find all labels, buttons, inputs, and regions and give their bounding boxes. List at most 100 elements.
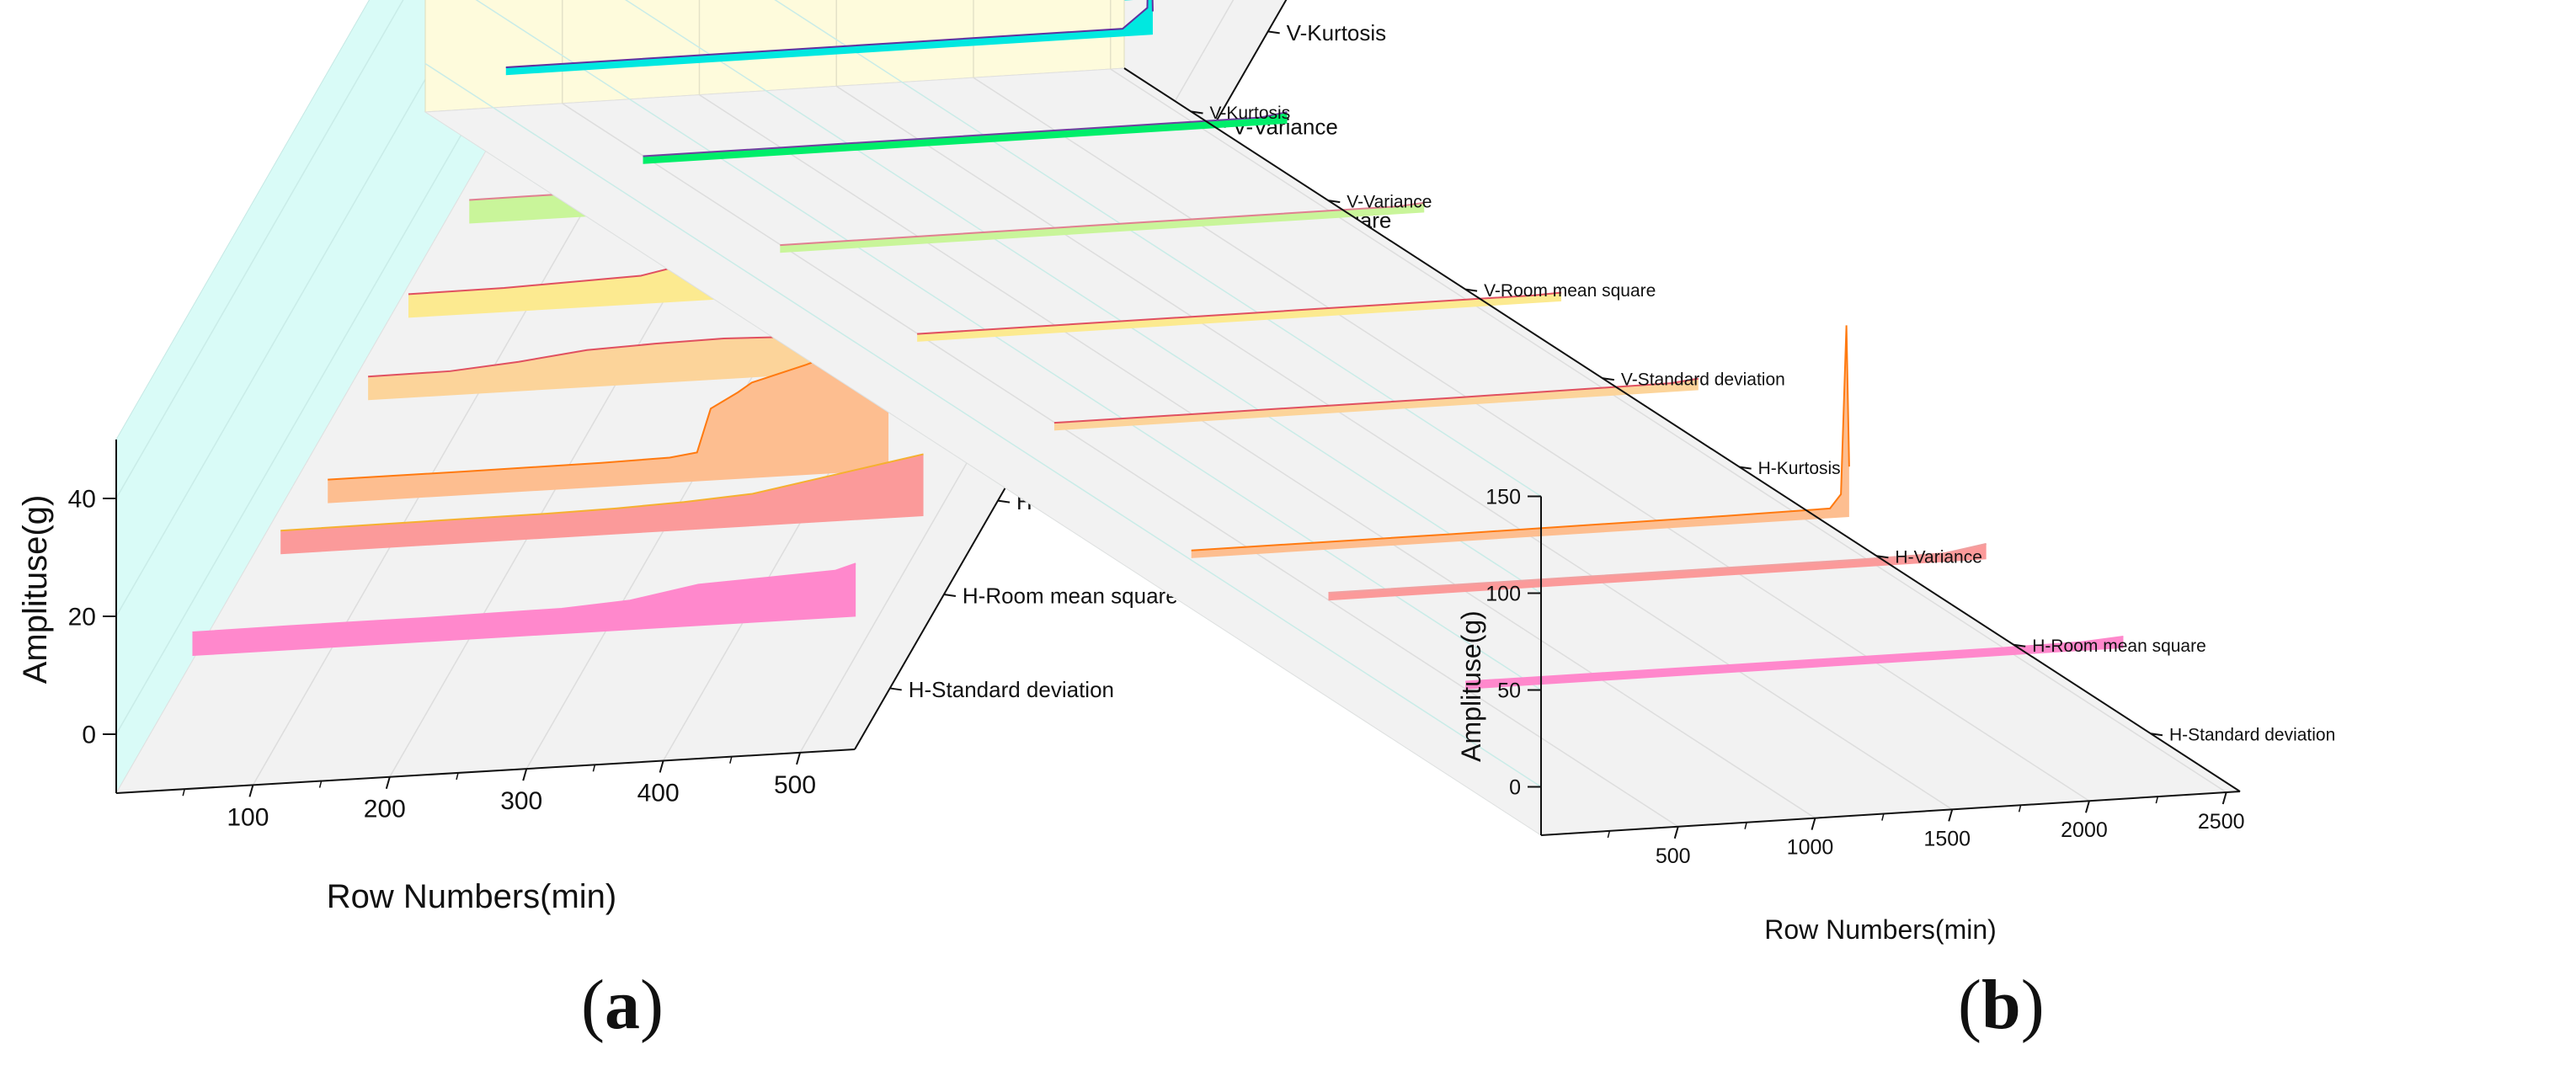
x-minor-tick [1881,813,1885,821]
series-v-variance [643,111,1288,164]
line-v-kurtosis [505,0,1154,69]
panel-label-a: (a) [581,966,664,1044]
depth-tick [2013,643,2026,647]
wall-gridline [115,0,404,499]
area-h-variance [328,271,889,504]
depth-tick [1876,555,1889,559]
depth-tick-label: V-Variance [1347,192,1432,211]
line-v-standard-deviation [917,291,1562,335]
depth-tick [1464,288,1478,292]
x-tick [1948,809,1954,822]
series-h-kurtosis [1053,377,1699,431]
x-minor-tick [1744,822,1747,829]
x-minor-tick [2018,805,2022,813]
x-tick [522,768,528,781]
depth-tick-label: V-Kurtosis [1287,20,1387,45]
depth-tick [943,594,957,597]
area-h-room-mean-square [280,454,924,555]
x-minor-tick [2155,796,2159,804]
floor-gridline [1110,68,2227,793]
x-tick [796,752,801,765]
area-h-standard-deviation [1465,637,2124,690]
x-tick [1811,818,1816,830]
depth-tick-label: V-Standard deviation [1621,370,1785,390]
x-tick-label: 200 [364,796,406,823]
depth-tick [1191,110,1203,115]
series-h-variance [1191,325,1850,558]
depth-tick [1267,30,1280,35]
line-h-standard-deviation [1465,636,2124,683]
wall-gridline [475,0,1542,691]
x-tick-label: 1000 [1787,836,1834,860]
depth-tick [889,687,902,691]
x-tick [2221,791,2227,805]
series-h-room-mean-square [1328,542,1987,601]
x-tick-label: 1500 [1923,827,1971,850]
series-v-kurtosis [505,0,1154,76]
y-tick-label: 100 [1485,582,1521,605]
x-axis-title: Row Numbers(min) [1764,914,1997,945]
area-v-variance [643,112,1288,164]
x-minor-tick [318,781,323,788]
line-v-variance [643,111,1288,157]
x-tick [248,785,254,797]
x-minor-tick [592,765,596,772]
area-v-standard-deviation [917,292,1562,342]
line-h-room-mean-square [280,453,924,532]
x-tick-label: 100 [227,803,269,831]
floor-gridline [973,77,2090,802]
depth-tick [1739,466,1752,470]
depth-tick [1328,200,1341,204]
y-tick-label: 0 [1509,775,1521,799]
x-tick-label: 300 [500,787,542,815]
x-axis-line [1540,791,2241,836]
y-axis-title: Amplituse(g) [1456,610,1486,762]
x-tick-label: 2500 [2198,810,2245,834]
wall-gridline [424,62,1542,788]
line-h-kurtosis [1053,377,1699,424]
y-tick-label: 40 [68,486,96,514]
x-axis-title: Row Numbers(min) [327,878,617,915]
floor-gridline [835,85,1953,811]
area-h-standard-deviation [192,563,856,657]
depth-axis-line [1123,67,2241,792]
area-v-kurtosis [505,0,1153,76]
depth-tick-label: V-Kurtosis [1210,104,1291,123]
y-tick-label: 0 [82,722,96,749]
x-tick [659,760,664,773]
area-h-kurtosis [1053,378,1699,431]
x-minor-tick [1607,830,1611,839]
depth-tick-label: H-Kurtosis [1758,459,1841,478]
y-tick-label: 50 [1497,679,1521,702]
depth-tick [997,499,1011,504]
depth-tick-label: H-Room mean square [963,583,1178,608]
wall-gridline [115,0,472,617]
x-tick [385,776,391,790]
line-h-room-mean-square [1328,542,1987,594]
x-tick [2085,800,2090,813]
depth-tick-label: H-Standard deviation [909,677,1114,702]
x-minor-tick [182,789,185,797]
x-minor-tick [456,772,459,781]
floor-gridline [562,103,1679,828]
series-v-standard-deviation [917,291,1562,342]
chart-panel-b: 500 1000 1500 2000 2500 0 50 100 150 H-Standard d… [424,0,2335,945]
series-h-standard-deviation [192,562,856,657]
x-tick-label: 500 [1656,845,1691,868]
line-v-room-mean-square [780,201,1425,247]
x-tick-label: 400 [637,779,680,807]
depth-tick-label: H-Standard deviation [2169,726,2335,745]
floor-gridline [699,93,1816,819]
line-h-variance [1191,325,1850,551]
series-h-room-mean-square [280,453,924,555]
panel-label-b: (b) [1958,966,2045,1044]
panel-label-b-text: b [1981,966,2021,1044]
line-h-standard-deviation [192,562,856,634]
depth-tick [2150,733,2163,737]
x-tick-label: 500 [774,771,816,799]
x-tick [1673,826,1679,839]
y-tick-label: 20 [68,604,96,631]
depth-tick-label: H-Room mean square [2032,637,2206,656]
depth-tick-label: V-Room mean square [1484,281,1656,301]
